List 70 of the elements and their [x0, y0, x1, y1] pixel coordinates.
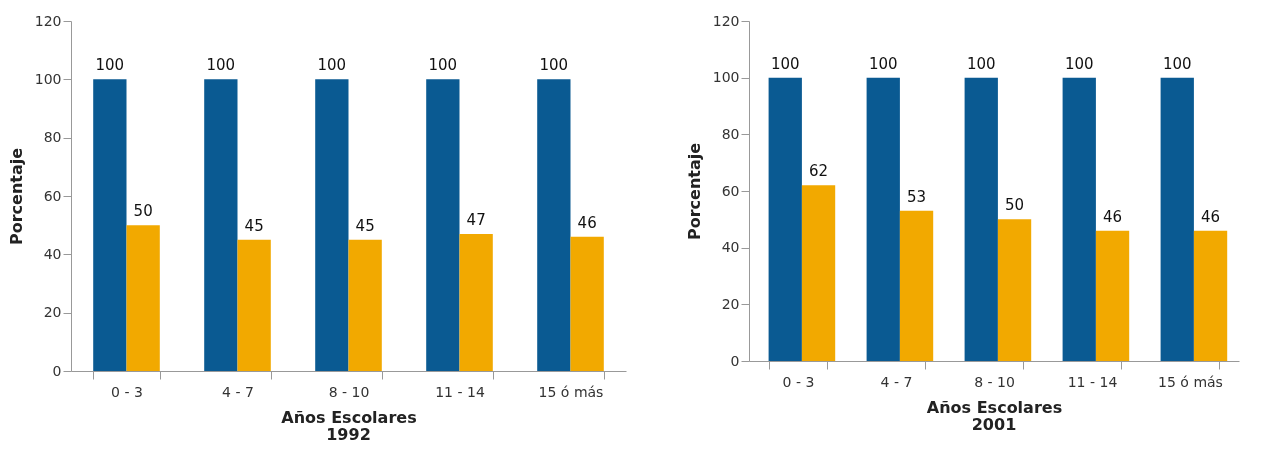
- data-label: 46: [1201, 207, 1221, 226]
- y-tick-label: 120: [712, 12, 740, 29]
- y-tick-label: 120: [34, 12, 62, 29]
- data-label: 100: [868, 54, 898, 73]
- data-label: 62: [809, 162, 829, 181]
- data-label: 100: [206, 56, 236, 75]
- bar: [93, 79, 127, 371]
- data-label: 100: [966, 54, 996, 73]
- y-tick-label: 100: [712, 69, 740, 86]
- text: 1992: [326, 425, 371, 444]
- bar: [997, 219, 1032, 361]
- y-axis-title: Porcentaje: [6, 147, 26, 246]
- text: 2001: [971, 415, 1017, 434]
- bar: [768, 77, 802, 361]
- x-tick-label: 8 - 10: [328, 383, 370, 400]
- bar: [899, 210, 934, 361]
- x-tick-label: 4 - 7: [222, 383, 254, 400]
- bar: [348, 239, 382, 371]
- data-label: 100: [95, 56, 125, 75]
- bar: [866, 77, 900, 361]
- data-label: 46: [1103, 207, 1123, 226]
- bar: [1160, 77, 1194, 361]
- data-label: 100: [1162, 54, 1192, 73]
- y-tick-label: 20: [721, 295, 740, 312]
- x-tick-label: 8 - 10: [974, 373, 1015, 390]
- bar: [459, 233, 493, 371]
- x-tick-label: 15 ó más: [1158, 373, 1223, 390]
- bar: [237, 239, 271, 371]
- bar: [315, 79, 349, 371]
- y-tick-label: 40: [721, 239, 740, 256]
- x-tick-label: 4 - 7: [880, 373, 913, 390]
- bar: [126, 225, 160, 371]
- data-label: 45: [355, 216, 375, 235]
- data-label: 100: [539, 56, 569, 75]
- data-label: 50: [133, 202, 153, 221]
- bar: [1062, 77, 1096, 361]
- y-tick-label: 0: [52, 362, 62, 379]
- x-tick-label: 15 ó más: [538, 383, 604, 400]
- y-tick-label: 80: [43, 129, 62, 146]
- y-tick-label: 0: [730, 352, 740, 369]
- y-tick-label: 60: [721, 182, 740, 199]
- data-label: 47: [466, 210, 486, 229]
- x-axis-title: Años Escolares: [926, 397, 1063, 417]
- bar: [964, 77, 998, 361]
- x-tick-label: 0 - 3: [782, 373, 815, 390]
- x-tick-label: 11 - 14: [435, 383, 485, 400]
- y-axis-title: Porcentaje: [684, 142, 704, 241]
- bar: [537, 79, 571, 371]
- data-label: 50: [1005, 196, 1025, 215]
- data-label: 100: [428, 56, 458, 75]
- bar: [1095, 230, 1130, 361]
- bar: [570, 236, 604, 371]
- y-tick-label: 60: [43, 187, 62, 204]
- bar: [426, 79, 460, 371]
- data-label: 46: [577, 213, 597, 232]
- y-tick-label: 20: [43, 304, 62, 321]
- bar: [1193, 230, 1228, 361]
- y-tick-label: 40: [43, 245, 62, 262]
- x-tick-label: 11 - 14: [1067, 373, 1118, 390]
- bar: [801, 185, 836, 361]
- bar: [204, 79, 238, 371]
- data-label: 100: [770, 54, 800, 73]
- data-label: 100: [1064, 54, 1094, 73]
- data-label: 100: [317, 56, 347, 75]
- data-label: 53: [907, 187, 927, 206]
- x-axis-title: Años Escolares: [281, 407, 417, 427]
- x-tick-label: 0 - 3: [111, 383, 143, 400]
- data-label: 45: [244, 216, 264, 235]
- y-tick-label: 100: [34, 70, 62, 87]
- y-tick-label: 80: [721, 125, 740, 142]
